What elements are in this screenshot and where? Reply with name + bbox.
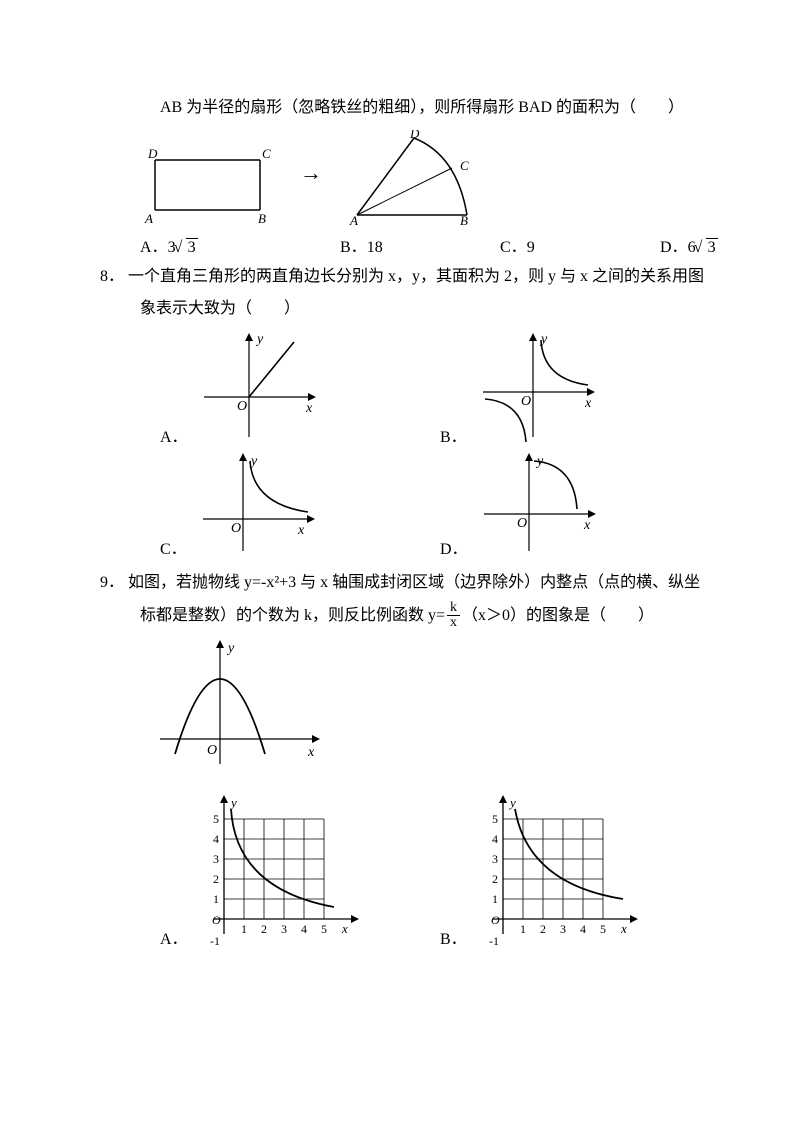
- svg-text:C: C: [460, 158, 469, 173]
- svg-text:1: 1: [213, 892, 219, 906]
- svg-text:x: x: [305, 401, 313, 416]
- q8-fig-c: O x y: [193, 449, 323, 559]
- svg-text:3: 3: [281, 922, 287, 936]
- q9-frac: k x: [447, 601, 460, 630]
- svg-text:C: C: [262, 146, 271, 161]
- svg-text:2: 2: [213, 872, 219, 886]
- svg-text:4: 4: [301, 922, 307, 936]
- svg-text:B: B: [258, 211, 266, 225]
- svg-text:5: 5: [600, 922, 606, 936]
- q7-fragment: AB 为半径的扇形（忽略铁丝的粗细），则所得扇形 BAD 的面积为（ ）: [100, 94, 710, 122]
- svg-text:4: 4: [492, 832, 498, 846]
- q9-parabola-block: O x y: [150, 634, 710, 774]
- q9-line2: 标都是整数）的个数为 k，则反比例函数 y= k x （x＞0）的图象是（ ）: [100, 601, 710, 630]
- q7-opt-c: C．9: [500, 233, 600, 257]
- q8-row1: A． O x y B． O x y: [160, 327, 710, 447]
- q8-line2: 象表示大致为（ ）: [100, 295, 710, 323]
- svg-text:x: x: [620, 921, 627, 936]
- svg-text:y: y: [539, 332, 548, 347]
- svg-text:O: O: [207, 743, 217, 758]
- svg-text:x: x: [584, 396, 592, 411]
- q8-line1: 8．一个直角三角形的两直角边长分别为 x，y，其面积为 2，则 y 与 x 之间…: [100, 263, 710, 291]
- svg-text:-1: -1: [210, 934, 220, 948]
- svg-text:5: 5: [213, 812, 219, 826]
- q9-line1: 9．如图，若抛物线 y=-x²+3 与 x 轴围成封闭区域（边界除外）内整点（点…: [100, 569, 710, 597]
- q8-row2: C． O x y D． O x y: [160, 449, 710, 559]
- svg-text:2: 2: [540, 922, 546, 936]
- q9-opts-row: A． O 1: [160, 789, 710, 949]
- svg-text:5: 5: [321, 922, 327, 936]
- svg-text:5: 5: [492, 812, 498, 826]
- svg-text:3: 3: [213, 852, 219, 866]
- svg-text:A: A: [144, 211, 153, 225]
- svg-text:A: A: [349, 213, 358, 225]
- svg-text:1: 1: [492, 892, 498, 906]
- q9-fig-b: O 1 2 3 4 5 x 1 2 3 4 5 y -1: [473, 789, 643, 949]
- q9-fig-a: O 1 2 3 4 5 x 1 2 3 4 5 y -1: [194, 789, 364, 949]
- svg-text:3: 3: [560, 922, 566, 936]
- svg-text:-1: -1: [489, 934, 499, 948]
- q8-fig-a: O x y: [194, 327, 324, 447]
- q7-opt-b: B．18: [340, 233, 440, 257]
- svg-text:x: x: [583, 518, 591, 533]
- svg-text:1: 1: [520, 922, 526, 936]
- svg-text:O: O: [237, 399, 247, 414]
- svg-text:1: 1: [241, 922, 247, 936]
- q8-label-d: D．: [440, 535, 468, 559]
- q7-sector-fig: D C A B: [342, 130, 492, 225]
- svg-text:O: O: [212, 913, 221, 927]
- svg-text:3: 3: [492, 852, 498, 866]
- q8-label-b: B．: [440, 423, 467, 447]
- svg-text:D: D: [147, 146, 158, 161]
- svg-text:x: x: [341, 921, 348, 936]
- q8-label-a: A．: [160, 423, 188, 447]
- q8-fig-b: O x y: [473, 327, 603, 447]
- q7-arrow: →: [300, 160, 322, 186]
- svg-text:y: y: [255, 332, 264, 347]
- svg-text:4: 4: [213, 832, 219, 846]
- q9-parabola: O x y: [150, 634, 330, 774]
- svg-text:O: O: [517, 516, 527, 531]
- q7-rect-fig: D C A B: [140, 145, 280, 225]
- svg-text:O: O: [491, 913, 500, 927]
- q9-label-b: B．: [440, 925, 467, 949]
- q9-label-a: A．: [160, 925, 188, 949]
- svg-text:x: x: [297, 523, 305, 538]
- svg-text:y: y: [226, 641, 235, 656]
- q7-figures: D C A B → D C A B: [140, 130, 710, 225]
- q7-opt-d: D． 6 3: [660, 233, 800, 257]
- q7-options: A． 3 3 B．18 C．9 D． 6 3: [140, 233, 710, 257]
- q7-opt-a: A． 3 3: [140, 233, 280, 257]
- svg-text:y: y: [508, 795, 516, 810]
- q8-fig-d: O x y: [474, 449, 604, 559]
- svg-text:O: O: [521, 394, 531, 409]
- svg-text:B: B: [460, 213, 468, 225]
- svg-text:2: 2: [492, 872, 498, 886]
- svg-text:O: O: [231, 521, 241, 536]
- q8-label-c: C．: [160, 535, 187, 559]
- svg-text:2: 2: [261, 922, 267, 936]
- svg-text:4: 4: [580, 922, 586, 936]
- svg-text:y: y: [229, 795, 237, 810]
- svg-text:D: D: [409, 130, 420, 141]
- svg-text:x: x: [307, 745, 315, 760]
